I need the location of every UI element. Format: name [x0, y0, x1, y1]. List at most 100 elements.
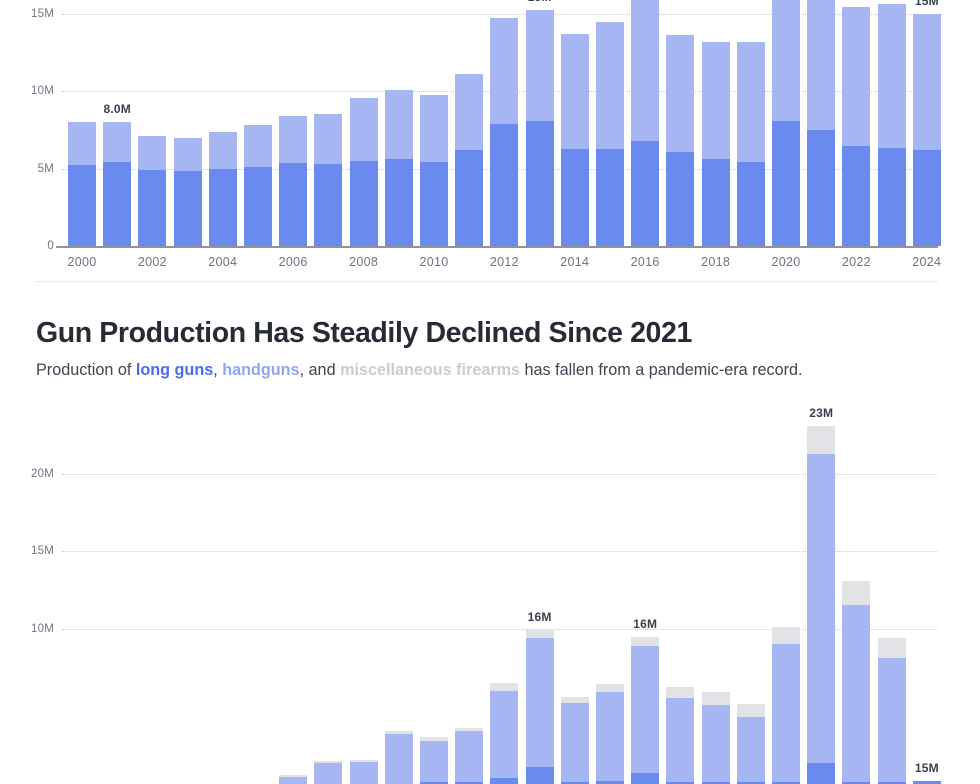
bar[interactable] [455, 404, 484, 784]
bar-segment-long-guns [666, 35, 695, 153]
bar[interactable] [596, 0, 624, 246]
bar[interactable] [349, 404, 378, 784]
bar-segment-long-guns [736, 717, 765, 783]
bar[interactable] [174, 404, 202, 784]
x-axis-tick-label: 2008 [349, 255, 379, 269]
bar[interactable] [912, 0, 941, 246]
bar[interactable] [842, 0, 871, 246]
bar[interactable] [420, 404, 448, 784]
bar[interactable] [103, 0, 132, 246]
bar[interactable] [244, 404, 272, 784]
subtitle-text-pre: Production of [36, 360, 136, 379]
bar-value-label: 16M [633, 616, 658, 631]
bar[interactable] [772, 404, 800, 784]
bar-segment-long-guns [807, 453, 836, 764]
bar[interactable] [807, 404, 836, 784]
bar-segment-long-guns [103, 122, 132, 162]
gridline [62, 474, 938, 475]
bar[interactable] [807, 0, 836, 246]
bar-segment-long-guns [877, 3, 906, 148]
bar-segment-handguns [68, 164, 96, 246]
bar[interactable] [631, 404, 660, 784]
bar[interactable] [596, 404, 624, 784]
bar-segment-long-guns [138, 136, 167, 171]
bar[interactable] [772, 0, 800, 246]
bar-segment-handguns [666, 152, 695, 246]
bar-segment-long-guns [173, 137, 202, 171]
bar[interactable] [244, 0, 272, 246]
legend-key-handguns: handguns [222, 360, 300, 379]
bar-value-label: 15M [914, 760, 939, 775]
bar-segment-long-guns [842, 605, 871, 782]
bar-segment-long-guns [525, 638, 554, 767]
bar-segment-handguns [455, 150, 484, 246]
bar-segment-handguns [349, 160, 378, 246]
bar-segment-long-guns [631, 645, 660, 773]
bar-segment-handguns [596, 149, 624, 246]
bar-segment-handguns [560, 781, 589, 784]
bar-segment-handguns [420, 162, 448, 246]
page-title: Gun Production Has Steadily Declined Sin… [36, 317, 692, 349]
bar[interactable] [279, 0, 308, 246]
bar-segment-long-guns [666, 698, 695, 782]
top-chart: 0 5M 10M 15M 8.0M 15M 15M 2000 2002 2004 2006 2008 2… [0, 0, 980, 272]
subtitle-sep-1: , [213, 360, 223, 379]
bar-segment-long-guns [384, 90, 413, 160]
bar[interactable] [525, 0, 554, 246]
bar[interactable] [173, 0, 202, 246]
bar[interactable] [349, 0, 378, 246]
x-axis-tick-label: 2002 [137, 255, 167, 269]
bar-segment-long-guns [244, 125, 272, 168]
bar-segment-miscellaneous-firearms [525, 629, 554, 639]
bar[interactable] [560, 0, 589, 246]
bar[interactable] [560, 404, 589, 784]
legend-key-miscellaneous-firearms: miscellaneous firearms [340, 360, 521, 379]
bar[interactable] [631, 0, 660, 246]
bar[interactable] [842, 404, 871, 784]
x-axis-tick-label: 2020 [771, 255, 801, 269]
bar[interactable] [279, 404, 308, 784]
bar[interactable] [208, 0, 237, 246]
bar-segment-long-guns [384, 734, 413, 784]
x-axis-tick-label: 2004 [208, 255, 238, 269]
bar[interactable] [912, 404, 941, 784]
bar-segment-long-guns [912, 13, 941, 151]
bar[interactable] [666, 0, 695, 246]
bar[interactable] [455, 0, 484, 246]
bar[interactable] [736, 404, 765, 784]
bar[interactable] [701, 0, 730, 246]
bar[interactable] [103, 404, 131, 784]
bar-segment-miscellaneous-firearms [631, 636, 660, 646]
bar-segment-handguns [736, 782, 765, 784]
bar[interactable] [384, 0, 413, 246]
bar-segment-handguns [455, 781, 484, 784]
bar-segment-long-guns [420, 740, 448, 783]
bar[interactable] [209, 404, 237, 784]
bar-segment-handguns [842, 781, 871, 784]
bar[interactable] [138, 404, 166, 784]
bar-value-label: 16M [527, 609, 552, 624]
bar-segment-long-guns [208, 132, 237, 169]
plot-area [62, 404, 938, 699]
bar[interactable] [490, 0, 519, 246]
bar[interactable] [525, 404, 554, 784]
bar[interactable] [68, 404, 96, 784]
bar[interactable] [314, 404, 343, 784]
bar[interactable] [138, 0, 167, 246]
bar[interactable] [877, 404, 906, 784]
bar[interactable] [490, 404, 519, 784]
bar[interactable] [877, 0, 906, 246]
bar-segment-handguns [490, 778, 519, 784]
bar[interactable] [314, 0, 343, 246]
bar-segment-long-guns [314, 762, 343, 784]
bar-segment-handguns [244, 167, 272, 246]
bar[interactable] [68, 0, 96, 246]
headline-block: Gun Production Has Steadily Declined Sin… [36, 317, 944, 381]
x-axis-tick-label: 2016 [630, 255, 660, 269]
bar[interactable] [384, 404, 413, 784]
bar[interactable] [736, 0, 765, 246]
bar-segment-long-guns [772, 643, 800, 782]
bar[interactable] [701, 404, 730, 784]
bar[interactable] [666, 404, 695, 784]
bar[interactable] [420, 0, 448, 246]
